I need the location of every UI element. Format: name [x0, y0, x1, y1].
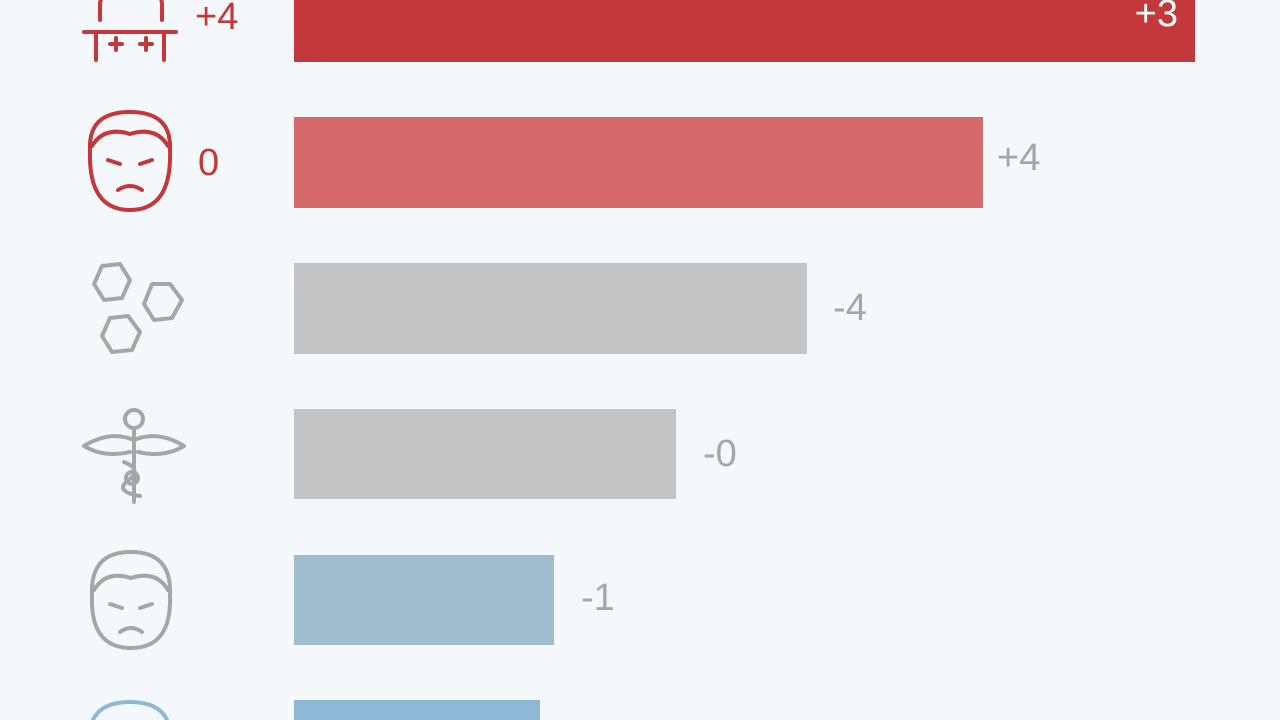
icon-face	[87, 110, 173, 212]
bar	[294, 409, 676, 499]
icon-face	[89, 550, 173, 650]
bar-label: -1	[581, 577, 615, 619]
bar-label: +4	[997, 137, 1040, 179]
icon-podium	[82, 0, 178, 62]
icon-caduceus	[82, 408, 186, 504]
bar	[294, 0, 1195, 62]
bar-label: +3	[1135, 0, 1178, 35]
icon-partial	[90, 700, 170, 720]
bar-label: -4	[833, 287, 867, 329]
bar	[294, 263, 807, 354]
icon-hexagons	[92, 262, 184, 354]
side-label: +4	[195, 0, 238, 38]
bar	[294, 117, 983, 208]
bar	[294, 700, 540, 720]
bar	[294, 555, 554, 645]
bar-label: -0	[703, 433, 737, 475]
side-label: 0	[198, 142, 219, 184]
